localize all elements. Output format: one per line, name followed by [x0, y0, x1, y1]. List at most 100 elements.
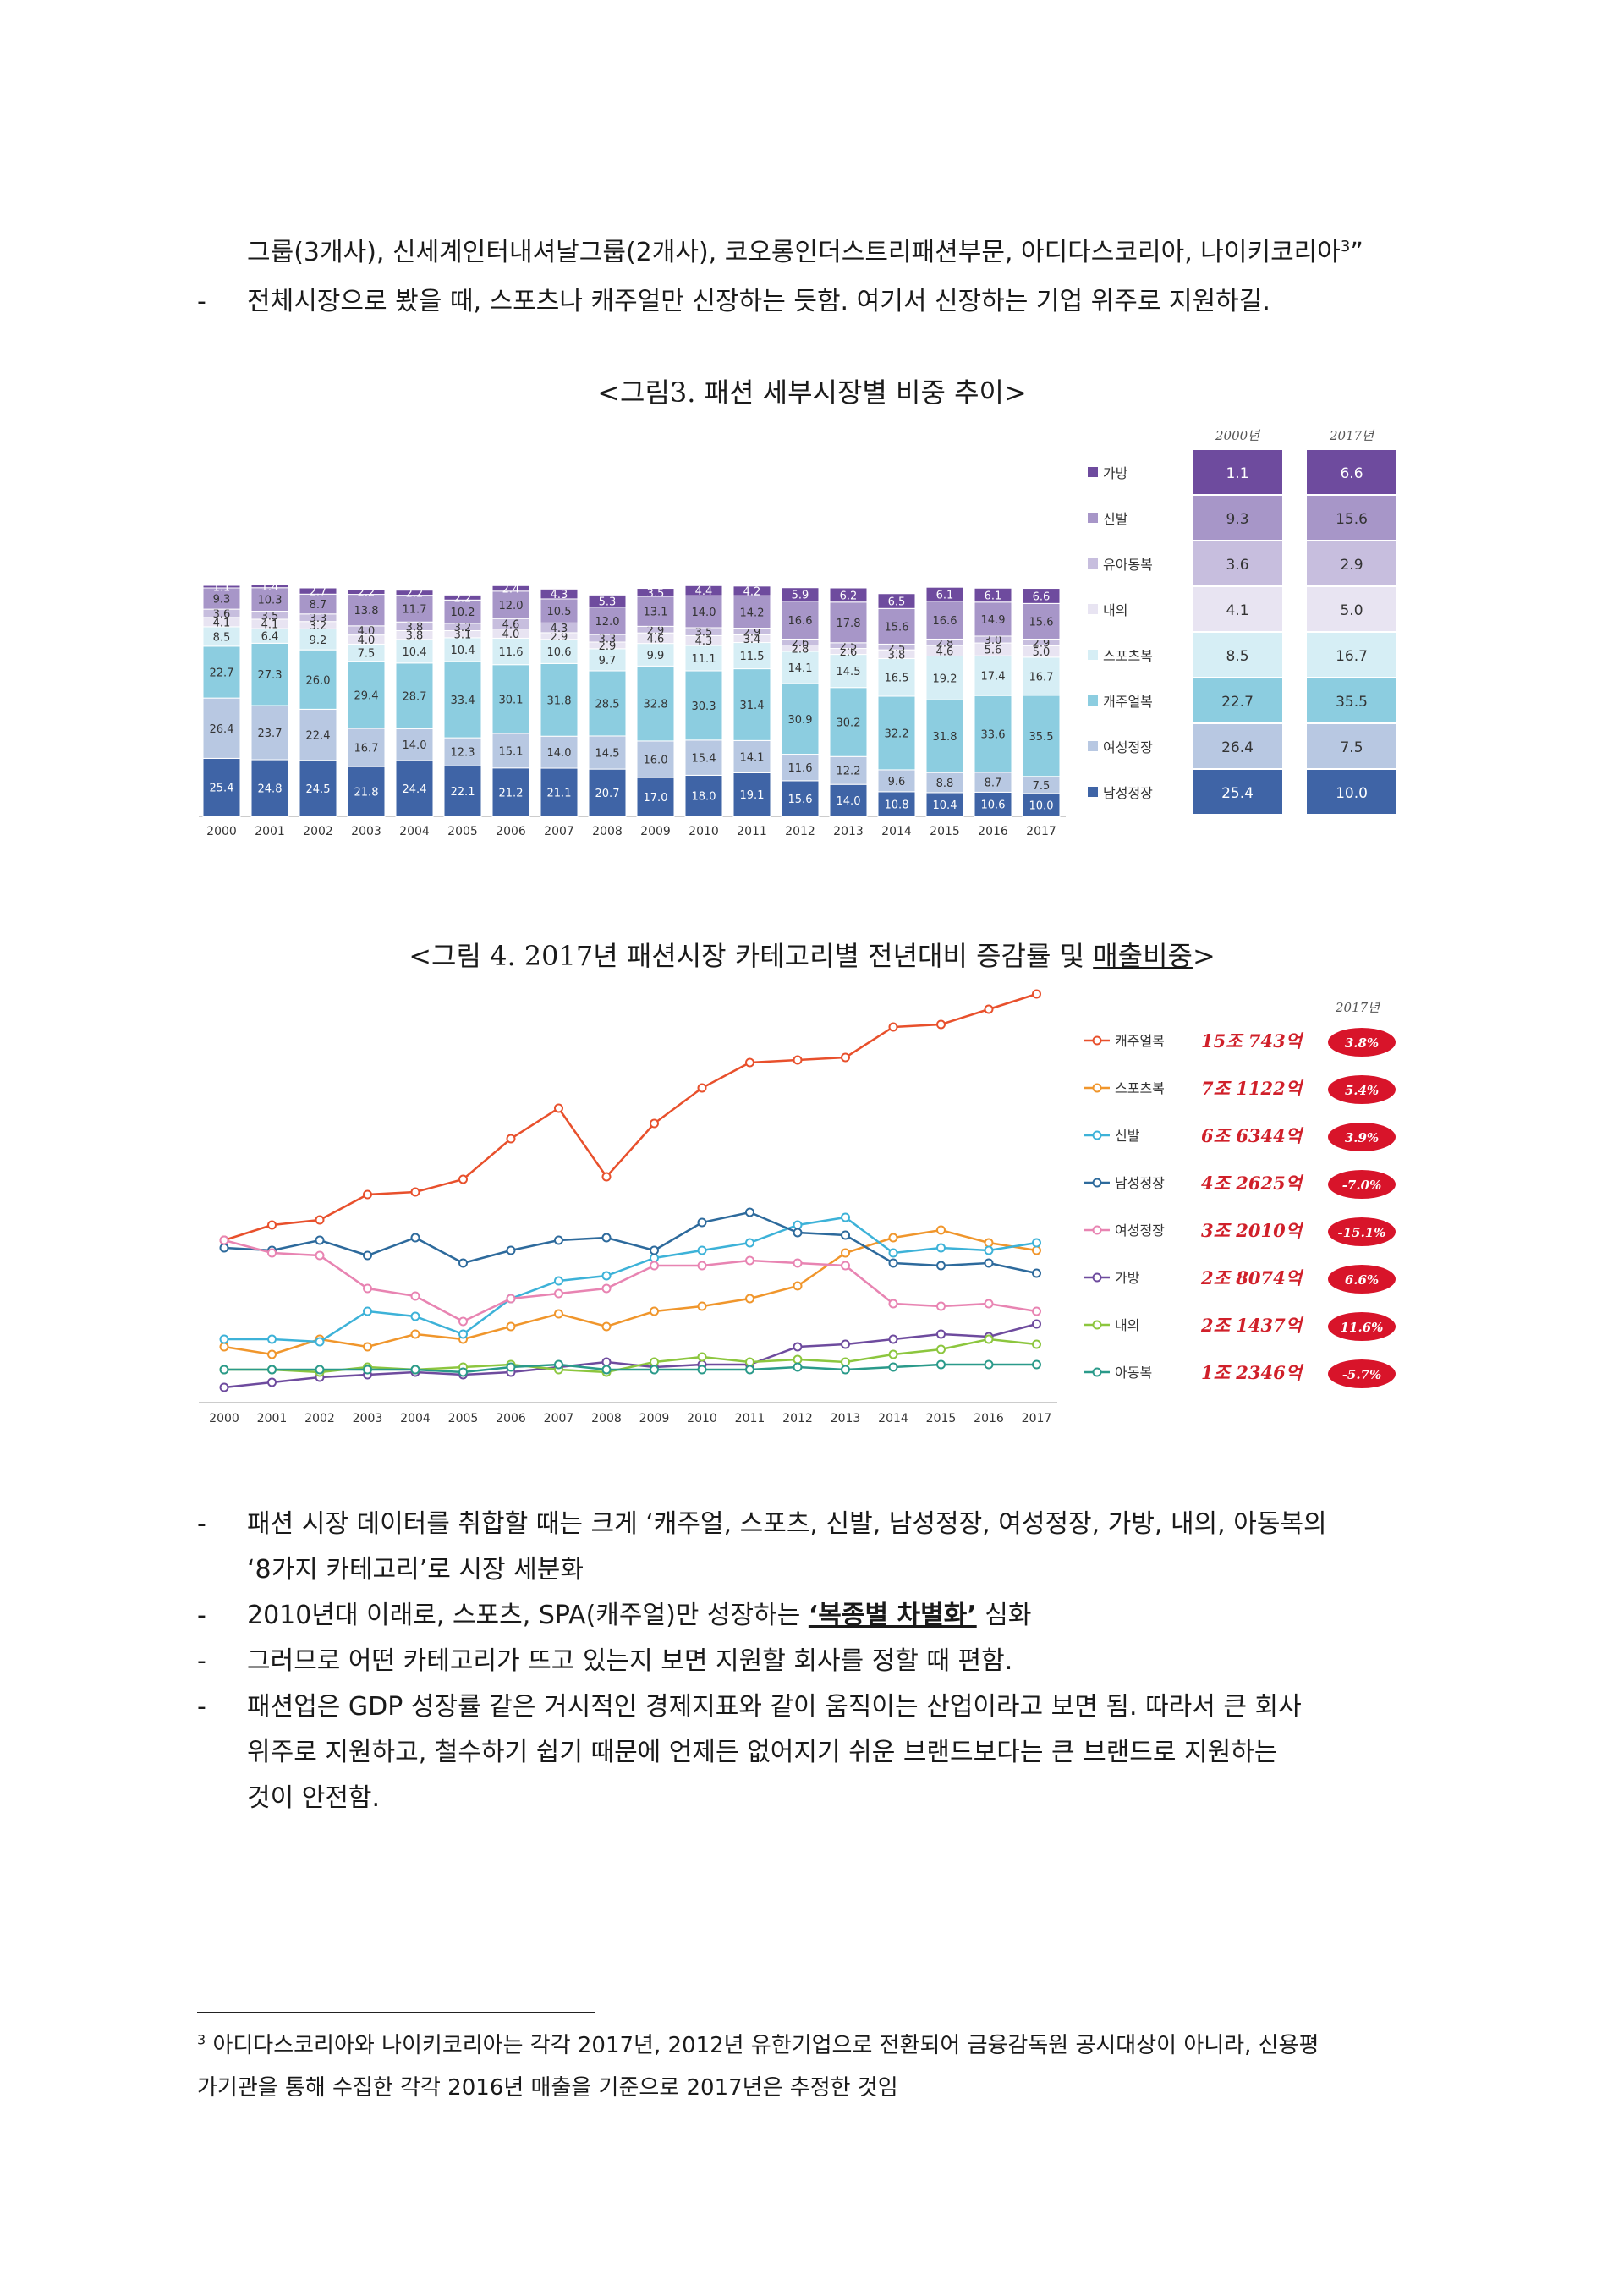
bar-segment	[395, 728, 434, 761]
bar-value-label: 2.4	[502, 584, 520, 596]
footnote-text-1: 아디다스코리아와 나이키코리아는 각각 2017년, 2012년 유한기업으로 …	[212, 2033, 1320, 2058]
data-point	[267, 1377, 277, 1387]
figure3-caption: <그림3. 패션 세부시장별 비중 추이>	[597, 376, 1027, 409]
x-tick-label: 2011	[737, 825, 767, 838]
bar-segment	[395, 760, 434, 817]
legend-swatch	[1088, 787, 1098, 797]
data-point	[697, 1365, 707, 1375]
x-tick-label: 2017	[1026, 825, 1056, 838]
bar-segment	[443, 661, 482, 739]
sales-annotation: 3조 2010억	[1201, 1220, 1304, 1241]
legend-swatch	[1088, 604, 1098, 614]
bar-value-label: 31.8	[547, 695, 572, 707]
bar-segment	[781, 780, 820, 817]
x-tick-label: 2014	[878, 1412, 908, 1425]
series-line	[224, 1338, 1037, 1374]
data-point	[650, 1306, 659, 1316]
change-badge	[1328, 1312, 1396, 1341]
bar-value-label: 4.0	[358, 634, 376, 647]
change-value: 5.4%	[1345, 1083, 1379, 1098]
bar-segment	[347, 594, 386, 627]
data-point	[601, 1365, 612, 1375]
data-point	[554, 1359, 563, 1370]
bar-value-label: 6.4	[261, 631, 279, 644]
bullet-4-line-2: 위주로 지원하고, 철수하기 쉽기 때문에 언제든 없어지기 쉬운 브랜드보다는…	[247, 1738, 1278, 1767]
data-point	[984, 1245, 994, 1255]
data-point	[745, 1357, 754, 1367]
bar-value-label: 2.6	[792, 637, 809, 650]
data-point	[410, 1233, 420, 1243]
sales-annotation: 2조 1437억	[1200, 1315, 1304, 1336]
intro-bullet: 전체시장으로 봤을 때, 스포츠나 캐주얼만 신장하는 듯함. 여기서 신장하는…	[247, 287, 1270, 316]
table-value: 35.5	[1336, 694, 1368, 711]
bar-value-label: 1.1	[213, 582, 231, 595]
data-point	[841, 1365, 850, 1375]
data-point	[793, 1220, 803, 1230]
legend-label: 캐주얼복	[1115, 1033, 1165, 1049]
x-tick-label: 2005	[448, 1412, 479, 1425]
data-point	[936, 1301, 946, 1311]
bar-segment	[491, 767, 530, 817]
change-badge	[1328, 1170, 1396, 1199]
bar-value-label: 15.6	[885, 621, 909, 634]
bar-segment	[395, 590, 434, 596]
bullet-dash: -	[197, 1646, 206, 1676]
data-point	[506, 1134, 516, 1144]
series-line	[224, 1363, 1037, 1374]
bar-value-label: 15.6	[1029, 616, 1054, 629]
bar-value-label: 17.4	[981, 671, 1006, 684]
bar-value-label: 14.9	[981, 614, 1006, 627]
data-point	[219, 1243, 229, 1253]
data-point	[315, 1250, 325, 1261]
data-point	[936, 1329, 946, 1339]
data-point	[410, 1311, 420, 1321]
bar-segment	[443, 765, 482, 817]
bullet-3: 그러므로 어떤 카테고리가 뜨고 있는지 보면 지원할 회사를 정할 때 편함.	[247, 1646, 1013, 1676]
bar-value-label: 9.2	[310, 634, 327, 647]
data-point	[793, 1362, 803, 1372]
bar-value-label: 5.9	[792, 590, 809, 602]
data-point	[984, 1238, 994, 1248]
bar-value-label: 13.8	[354, 605, 379, 618]
table-value: 4.1	[1226, 602, 1248, 619]
data-point	[506, 1321, 516, 1332]
bar-value-label: 32.8	[644, 699, 668, 711]
bar-value-label: 16.7	[1029, 671, 1054, 684]
bar-value-label: 12.0	[595, 616, 620, 629]
data-point	[219, 1382, 229, 1392]
bar-value-label: 2.6	[840, 646, 858, 659]
bar-value-label: 4.0	[502, 629, 520, 641]
data-point	[410, 1187, 420, 1197]
bar-segment	[491, 590, 530, 619]
bar-segment	[588, 648, 627, 672]
data-point	[888, 1362, 898, 1372]
bar-segment	[684, 645, 723, 672]
series-line	[223, 1228, 1037, 1356]
legend-swatch	[1088, 695, 1098, 706]
bar-segment	[684, 595, 723, 629]
legend-swatch	[1088, 741, 1098, 751]
bar-segment	[395, 662, 434, 729]
bar-value-label: 33.6	[981, 729, 1006, 742]
legend-label: 가방	[1103, 465, 1128, 481]
data-point	[506, 1294, 516, 1304]
bar-value-label: 2.5	[888, 642, 906, 655]
data-point	[650, 1357, 659, 1367]
table-value: 7.5	[1340, 739, 1363, 756]
bar-value-label: 17.8	[837, 618, 861, 630]
bar-value-label: 10.4	[451, 645, 475, 657]
legend-label: 유아동복	[1103, 557, 1153, 573]
bar-segment	[395, 595, 434, 623]
bar-value-label: 3.0	[985, 634, 1002, 647]
bar-segment	[588, 670, 627, 737]
bullet-dash: -	[197, 1601, 206, 1630]
data-point	[1032, 989, 1041, 999]
bar-value-label: 8.5	[213, 631, 231, 644]
table-value: 1.1	[1226, 465, 1248, 482]
bar-segment	[732, 585, 771, 596]
data-point	[363, 1365, 372, 1375]
sales-annotation: 4조 2625억	[1201, 1173, 1304, 1194]
legend-marker	[1092, 1367, 1102, 1377]
x-tick-label: 2003	[353, 1412, 383, 1425]
bar-value-label: 2.9	[1033, 637, 1051, 650]
